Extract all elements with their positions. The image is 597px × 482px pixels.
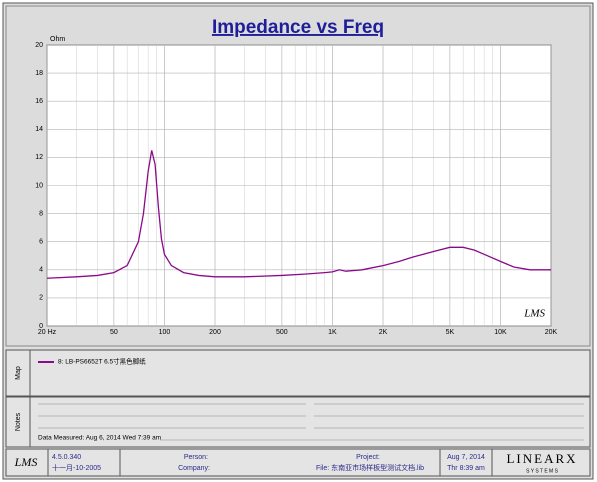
version: 4.5.0.340	[52, 454, 81, 461]
x-tick-label: 20K	[545, 329, 558, 336]
y-tick-label: 0	[39, 323, 43, 330]
person: Person:	[184, 454, 208, 461]
measured-date: Data Measured: Aug 6, 2014 Wed 7:39 am	[38, 435, 161, 442]
project: Project:	[356, 454, 380, 461]
x-tick-label: 100	[159, 329, 171, 336]
notes-panel	[5, 396, 591, 448]
x-tick-label: 1K	[328, 329, 337, 336]
legend-entry: 8: LB-PS6652T 6.5寸黑色脚纸	[58, 357, 146, 366]
x-tick-label: 200	[209, 329, 221, 336]
x-tick-label: 500	[276, 329, 288, 336]
file: File: 东南亚市场样板型测试文档.lib	[316, 463, 424, 472]
note-lines	[38, 403, 584, 441]
impedance-line	[46, 150, 551, 279]
map-label: Map	[15, 366, 22, 380]
y-tick-label: 16	[35, 98, 43, 105]
y-tick-label: 10	[35, 182, 43, 189]
y-axis-label: Ohm	[50, 36, 65, 43]
company: Company:	[178, 465, 210, 472]
build-date: 十一月-10-2005	[52, 463, 101, 472]
y-tick-label: 2	[39, 295, 43, 302]
y-tick-label: 4	[39, 267, 43, 274]
footer-logo: LMS	[14, 455, 38, 469]
time: Thr 8:39 am	[447, 465, 485, 472]
y-tick-label: 6	[39, 239, 43, 246]
footer-dividers	[47, 449, 493, 476]
x-tick-label: 50	[110, 329, 118, 336]
x-tick-label: 5K	[446, 329, 455, 336]
footer	[5, 448, 591, 477]
x-tick-label: 20 Hz	[38, 329, 57, 336]
x-tick-label: 2K	[379, 329, 388, 336]
y-tick-label: 18	[35, 70, 43, 77]
plot: 0 2 4 6 8 10 12 14 16 18 20 20 Hz 50 100 200 500 1K 2K 5K 1…	[35, 42, 557, 336]
map-panel	[5, 349, 591, 397]
chart-title: Impedance vs Freq	[212, 17, 384, 38]
y-tick-label: 12	[35, 154, 43, 161]
annotation: LMS	[523, 308, 545, 320]
y-tick-label: 20	[35, 42, 43, 49]
x-tick-label: 10K	[494, 329, 507, 336]
notes-label: Notes	[15, 412, 22, 431]
y-tick-label: 14	[35, 126, 43, 133]
brand-sub: S Y S T E M S	[526, 468, 559, 474]
y-tick-label: 8	[39, 210, 43, 217]
date: Aug 7, 2014	[447, 454, 485, 461]
brand: LINEARX	[506, 451, 577, 466]
